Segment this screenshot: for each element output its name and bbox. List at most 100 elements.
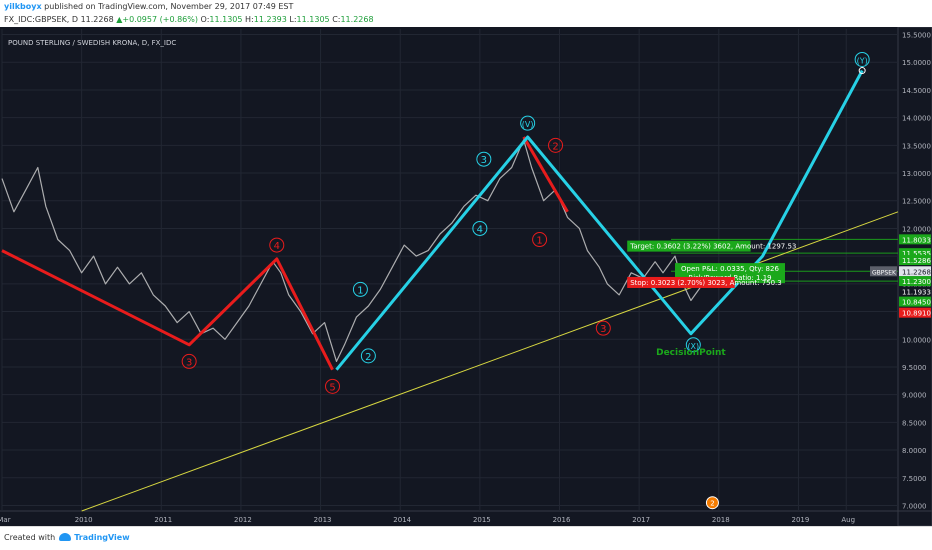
x-tick-label: Aug <box>841 516 855 524</box>
pnl-box-text: Open P&L: 0.0335, Qty: 826 <box>681 265 779 273</box>
footer-credit: Created with TradingView <box>4 533 130 542</box>
tradingview-logo-icon <box>59 533 72 541</box>
y-tick-label: 14.5000 <box>902 87 931 95</box>
y-tick-label: 12.5000 <box>902 198 931 206</box>
axis-value-label: 11.2268 <box>902 268 931 276</box>
publish-info: yilkboyx published on TradingView.com, N… <box>4 2 293 11</box>
y-tick-label: 10.0000 <box>902 336 931 344</box>
x-tick-label: 2015 <box>473 516 491 524</box>
axis-value-tag <box>899 266 931 277</box>
open-value: 11.1305 <box>209 15 243 24</box>
wave-red-line <box>1 249 334 371</box>
y-tick-label: 13.5000 <box>902 142 931 150</box>
x-tick-label: Mar <box>0 516 11 524</box>
chart-header: yilkboyx published on TradingView.com, N… <box>0 0 932 27</box>
author-link[interactable]: yilkboyx <box>4 2 42 11</box>
wave-label-circle <box>181 353 197 369</box>
close-value: 11.2268 <box>340 15 374 24</box>
price-chart[interactable]: 15.5000 15.0000 14.5000 14.0000 13.5000 13.00… <box>0 27 932 526</box>
wave-end-point <box>858 67 866 75</box>
symbol-text: FX_IDC:GBPSEK, D <box>4 15 79 24</box>
x-tick-label: 2016 <box>553 516 571 524</box>
high-value: 11.2393 <box>253 15 287 24</box>
axis-value-tag <box>899 307 931 318</box>
wave-label-circle <box>269 237 285 253</box>
wave-label-circle <box>520 115 536 131</box>
x-tick-label: 2017 <box>632 516 650 524</box>
axis-value-label: 11.8033 <box>902 236 931 244</box>
change-text: +0.0957 (+0.86%) <box>122 15 198 24</box>
stop-box <box>627 276 735 288</box>
close-label: C: <box>332 15 341 24</box>
symbol-tag-box <box>870 266 897 277</box>
high-label: H: <box>245 15 254 24</box>
wave-label: 4 <box>477 224 483 235</box>
wave-red-line-2 <box>522 136 569 213</box>
wave-label: 2 <box>552 141 558 152</box>
price-series <box>1 139 712 362</box>
axis-value-tag <box>899 286 931 297</box>
ohlc-info: FX_IDC:GBPSEK, D 11.2268 ▲+0.0957 (+0.86… <box>4 15 374 24</box>
y-tick-label: 9.5000 <box>902 364 927 372</box>
event-badge <box>705 496 719 510</box>
symbol-tag: GBPSEK <box>872 269 897 276</box>
event-badge-count: 2 <box>710 500 714 508</box>
wave-label: 3 <box>600 324 606 335</box>
footer: Created with TradingView <box>0 526 932 550</box>
target-box-text: Target: 0.3602 (3.22%) 3602, Amount: 129… <box>629 243 796 251</box>
y-tick-label: 7.5000 <box>902 475 927 483</box>
decision-point-label: DecisionPoint <box>656 348 726 358</box>
wave-label: 2 <box>365 352 371 363</box>
x-tick-label: 2013 <box>314 516 332 524</box>
axis-value-label: 10.8450 <box>902 299 931 307</box>
y-tick-label: 8.5000 <box>902 419 927 427</box>
created-with-text: Created with <box>4 533 56 542</box>
open-label: O: <box>200 15 210 24</box>
wave-label-circle <box>854 51 870 67</box>
axis-value-tag <box>899 296 931 307</box>
axis-value-tag <box>899 248 931 259</box>
x-tick-label: 2012 <box>234 516 252 524</box>
stop-box-text: Stop: 0.3023 (2.70%) 3023, Amount: 750.3 <box>630 279 782 287</box>
wave-label: 1 <box>357 285 363 296</box>
chart-title: POUND STERLING / SWEDISH KRONA, D, FX_ID… <box>8 39 176 47</box>
wave-label: (V) <box>522 120 534 129</box>
wave-label-circle <box>472 220 488 236</box>
axis-value-tag <box>899 255 931 266</box>
x-tick-label: 2010 <box>75 516 93 524</box>
wave-label: 1 <box>536 236 542 247</box>
wave-label-circle <box>352 281 368 297</box>
wave-label: 5 <box>329 382 335 393</box>
axis-value-label: 11.2300 <box>902 278 931 286</box>
wave-label-circle <box>325 378 341 394</box>
axis-value-tag <box>899 276 931 287</box>
axis-value-label: 11.1933 <box>902 289 931 297</box>
wave-label-circle <box>595 320 611 336</box>
y-tick-label: 14.0000 <box>902 115 931 123</box>
wave-label-circle <box>532 232 548 248</box>
wave-label-circle <box>685 337 701 353</box>
axis-value-tag <box>899 234 931 245</box>
up-arrow-icon: ▲ <box>116 15 123 24</box>
y-tick-label: 13.0000 <box>902 170 931 178</box>
wave-label-circle <box>548 137 564 153</box>
axis-value-label: 11.5535 <box>902 250 931 258</box>
y-tick-label: 15.5000 <box>902 32 931 40</box>
y-tick-label: 15.0000 <box>902 59 931 67</box>
wave-label-circle <box>476 151 492 167</box>
x-tick-label: 2019 <box>792 516 810 524</box>
wave-label: 3 <box>186 357 192 368</box>
published-text: published on TradingView.com, November 2… <box>44 2 294 11</box>
y-tick-label: 9.0000 <box>902 392 927 400</box>
last-price: 11.2268 <box>80 15 114 24</box>
wave-label: (Y) <box>857 56 868 65</box>
wave-label: 3 <box>481 155 487 166</box>
axis-value-label: 10.8910 <box>902 310 931 318</box>
target-box <box>627 240 751 252</box>
tradingview-link[interactable]: TradingView <box>74 533 130 542</box>
wave-cyan-line <box>335 69 864 371</box>
chart-area[interactable]: 15.5000 15.0000 14.5000 14.0000 13.5000 13.00… <box>0 27 932 526</box>
y-tick-label: 12.0000 <box>902 225 931 233</box>
y-tick-label: 7.0000 <box>902 502 927 510</box>
y-tick-label: 8.0000 <box>902 447 927 455</box>
